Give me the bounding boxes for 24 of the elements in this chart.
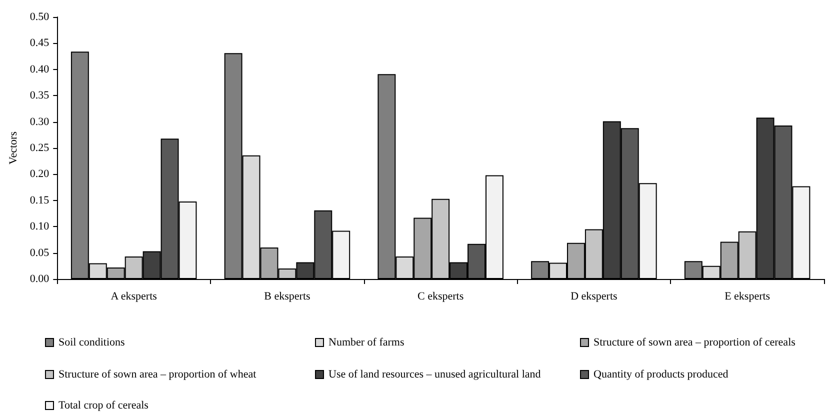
y-tick-label: 0.50	[30, 11, 50, 23]
x-tick-label: A eksperts	[110, 290, 157, 302]
legend-label: Structure of sown area – proportion of cereals	[594, 336, 796, 348]
x-tick-label: E eksperts	[724, 290, 770, 302]
x-tick-label: B eksperts	[264, 290, 310, 302]
x-tick-label: C eksperts	[418, 290, 464, 302]
y-tick-label: 0.45	[30, 37, 50, 50]
legend-label: Total crop of cereals	[58, 400, 148, 412]
y-tick-label: 0.10	[30, 220, 50, 233]
y-tick-label: 0.25	[30, 142, 50, 154]
y-tick-label: 0.30	[30, 116, 50, 128]
y-tick-label: 0.00	[30, 273, 50, 285]
y-tick-label: 0.35	[30, 90, 50, 102]
x-tick-label: D eksperts	[570, 290, 618, 302]
legend-label: Soil conditions	[58, 336, 125, 348]
legend-label: Quantity of products produced	[594, 368, 729, 380]
legend-label: Structure of sown area – proportion of wheat	[58, 368, 256, 380]
y-axis-title: Vectors	[8, 132, 20, 164]
y-tick-label: 0.15	[30, 194, 50, 206]
y-tick-label: 0.20	[30, 168, 50, 180]
legend-label: Number of farms	[328, 336, 404, 348]
y-tick-label: 0.05	[30, 246, 50, 259]
legend-label: Use of land resources – unused agricultural land	[328, 368, 542, 380]
y-tick-label: 0.40	[30, 63, 50, 76]
